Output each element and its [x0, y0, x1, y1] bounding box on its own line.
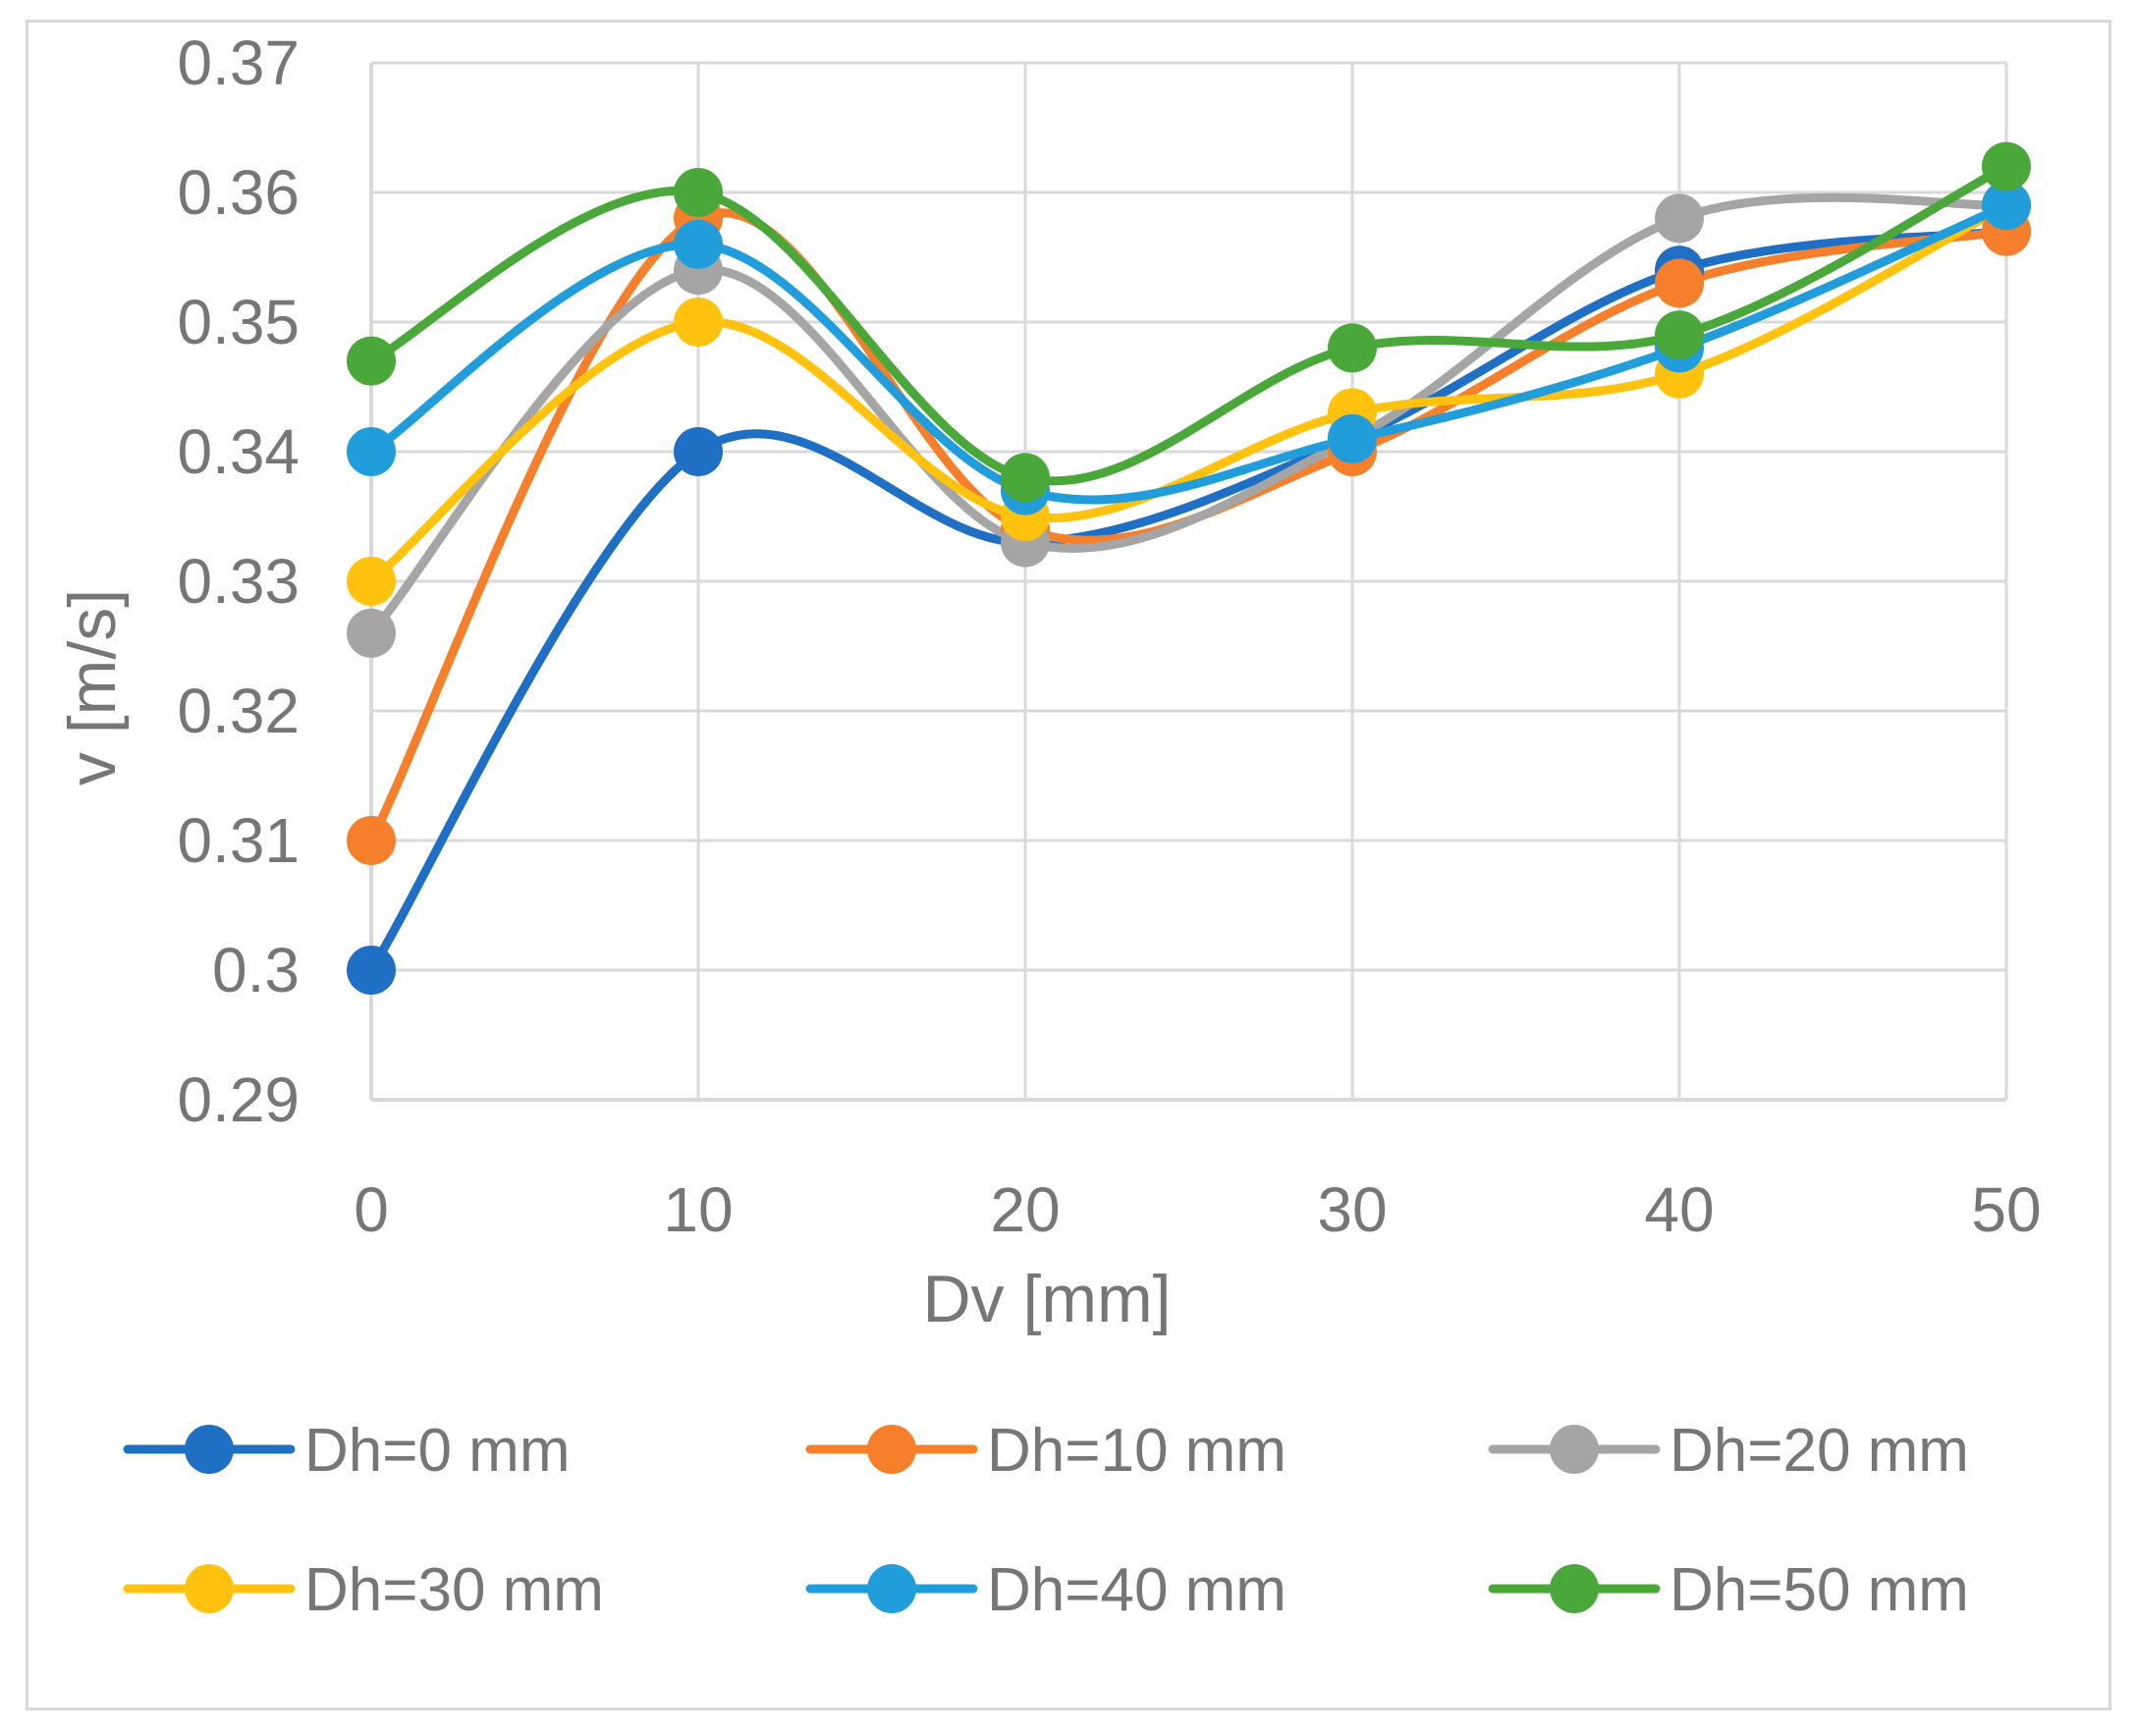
legend-label: Dh=50 mm [1670, 1556, 1969, 1624]
legend-label: Dh=30 mm [304, 1556, 604, 1624]
data-point [347, 946, 396, 995]
y-tick-labels: 0.29 0.3 0.31 0.32 0.33 0.34 0.35 0.36 0.37 [177, 27, 300, 1135]
legend-label: Dh=0 mm [304, 1417, 570, 1485]
y-axis-title: v [m/s] [55, 589, 130, 786]
legend-item: Dh=30 mm [123, 1556, 604, 1624]
x-tick-label: 30 [1317, 1174, 1387, 1245]
legend-item: Dh=0 mm [123, 1417, 570, 1485]
x-tick-label: 40 [1644, 1174, 1714, 1245]
data-point [1328, 323, 1377, 373]
series-line-dh-40 [366, 200, 2011, 505]
y-tick-label: 0.33 [177, 546, 300, 617]
data-point [347, 427, 396, 476]
series-lines [366, 162, 2011, 975]
data-point [674, 427, 723, 476]
y-tick-label: 0.29 [177, 1064, 300, 1135]
series-markers [347, 141, 2031, 995]
data-point [674, 298, 723, 347]
data-point [347, 557, 396, 606]
legend-swatch-marker [867, 1425, 916, 1474]
x-tick-labels: 0 10 20 30 40 50 [354, 1174, 2041, 1245]
x-axis-title: Dv [mm] [922, 1262, 1171, 1336]
series-line-dh-50 [366, 162, 2011, 486]
data-point [1655, 193, 1704, 244]
data-point [347, 816, 396, 865]
x-tick-label: 10 [663, 1174, 733, 1245]
data-point [1982, 181, 2031, 231]
y-tick-label: 0.37 [177, 27, 300, 98]
y-tick-label: 0.3 [212, 935, 300, 1005]
legend-item: Dh=50 mm [1488, 1556, 1969, 1624]
x-tick-label: 0 [354, 1174, 389, 1245]
y-tick-label: 0.32 [177, 676, 300, 746]
legend-label: Dh=10 mm [987, 1417, 1286, 1485]
x-tick-label: 50 [1971, 1174, 2041, 1245]
y-tick-label: 0.36 [177, 157, 300, 228]
legend-swatch-marker [1550, 1425, 1599, 1474]
y-tick-label: 0.31 [177, 805, 300, 876]
legend-item: Dh=20 mm [1488, 1417, 1969, 1485]
y-tick-label: 0.34 [177, 416, 300, 487]
legend-label: Dh=40 mm [987, 1556, 1286, 1624]
legend-item: Dh=10 mm [805, 1417, 1286, 1485]
legend-item: Dh=40 mm [805, 1556, 1286, 1624]
legend-swatch-marker [1550, 1564, 1599, 1613]
data-point [347, 336, 396, 386]
y-tick-label: 0.35 [177, 287, 300, 357]
legend-swatch-marker [185, 1425, 234, 1474]
data-point [1328, 413, 1377, 463]
legend-swatch-marker [867, 1564, 916, 1613]
data-point [1655, 258, 1704, 308]
data-point [1655, 310, 1704, 360]
gridlines [371, 61, 2008, 1100]
x-tick-label: 20 [990, 1174, 1060, 1245]
legend: Dh=0 mm Dh=10 mm Dh=20 mm Dh=30 mm Dh=40 mm D… [123, 1417, 1969, 1624]
legend-label: Dh=20 mm [1670, 1417, 1969, 1485]
data-point [1982, 141, 2031, 191]
data-point [1001, 453, 1050, 503]
legend-swatch-marker [185, 1564, 234, 1613]
data-point [674, 219, 723, 269]
data-point [674, 168, 723, 217]
data-point [347, 608, 396, 658]
